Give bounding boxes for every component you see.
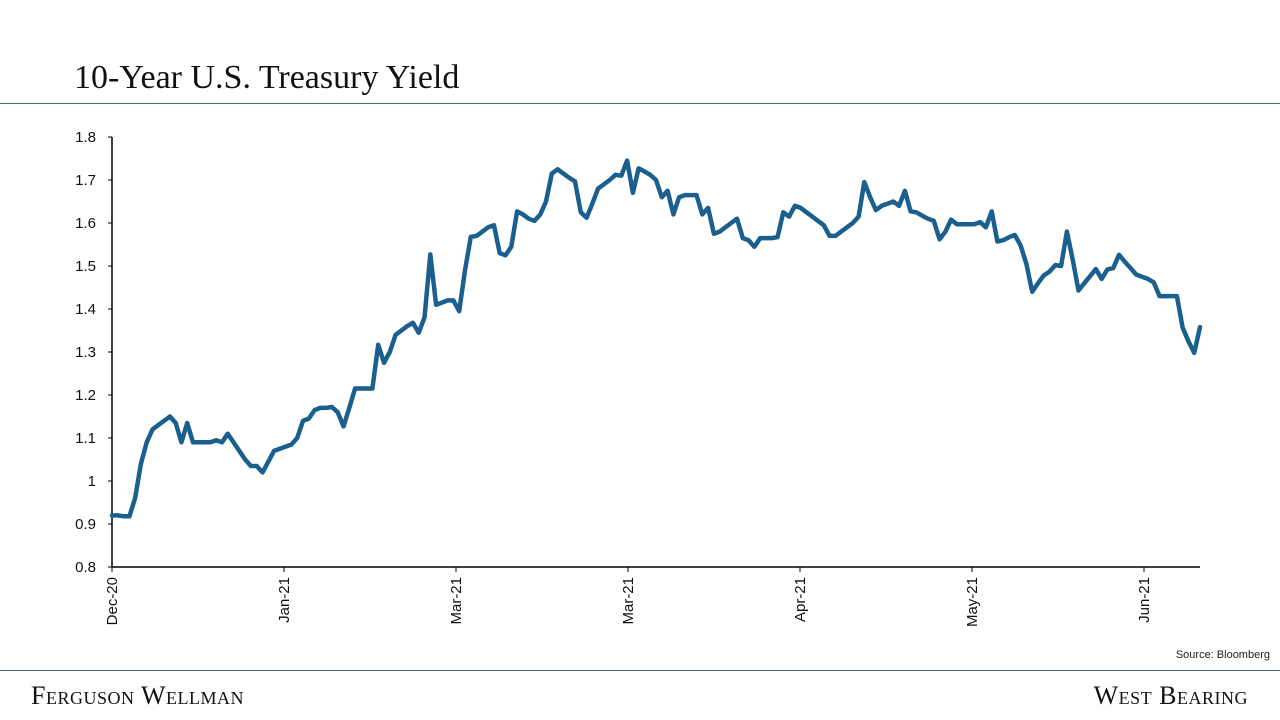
x-tick-label: May-21 [964, 577, 981, 627]
y-tick-label: 1.3 [75, 344, 96, 361]
title-divider [0, 103, 1280, 104]
y-tick-label: 1.2 [75, 387, 96, 404]
x-tick-label: Apr-21 [792, 577, 809, 622]
y-tick-label: 0.9 [75, 516, 96, 533]
brand-west-bearing: West Bearing [1093, 681, 1248, 710]
footer-divider [0, 670, 1280, 671]
chart-title: 10-Year U.S. Treasury Yield [74, 59, 460, 96]
x-tick-label: Jun-21 [1136, 577, 1153, 623]
source-note: Source: Bloomberg [1175, 649, 1270, 661]
series-line-treasury-yield [109, 158, 1203, 519]
x-tick-label: Jan-21 [276, 577, 293, 623]
x-tick-label: Dec-20 [104, 577, 121, 625]
y-tick-label: 1.7 [75, 172, 96, 189]
y-tick-label: 0.8 [75, 559, 96, 576]
y-tick-label: 1.1 [75, 430, 96, 447]
line-chart: 0.8 0.9 1 1.1 1.2 1.3 1.4 1.5 1.6 1.7 1.8 Dec-20 Jan… [75, 129, 1203, 627]
y-tick-label: 1.8 [75, 129, 96, 146]
y-tick-label: 1 [88, 473, 96, 490]
y-tick-label: 1.5 [75, 258, 96, 275]
x-tick-label: Mar-21 [448, 577, 465, 625]
y-tick-label: 1.4 [75, 301, 96, 318]
x-tick-label: Mar-21 [620, 577, 637, 625]
brand-ferguson-wellman: Ferguson Wellman [31, 681, 245, 710]
y-tick-label: 1.6 [75, 215, 96, 232]
